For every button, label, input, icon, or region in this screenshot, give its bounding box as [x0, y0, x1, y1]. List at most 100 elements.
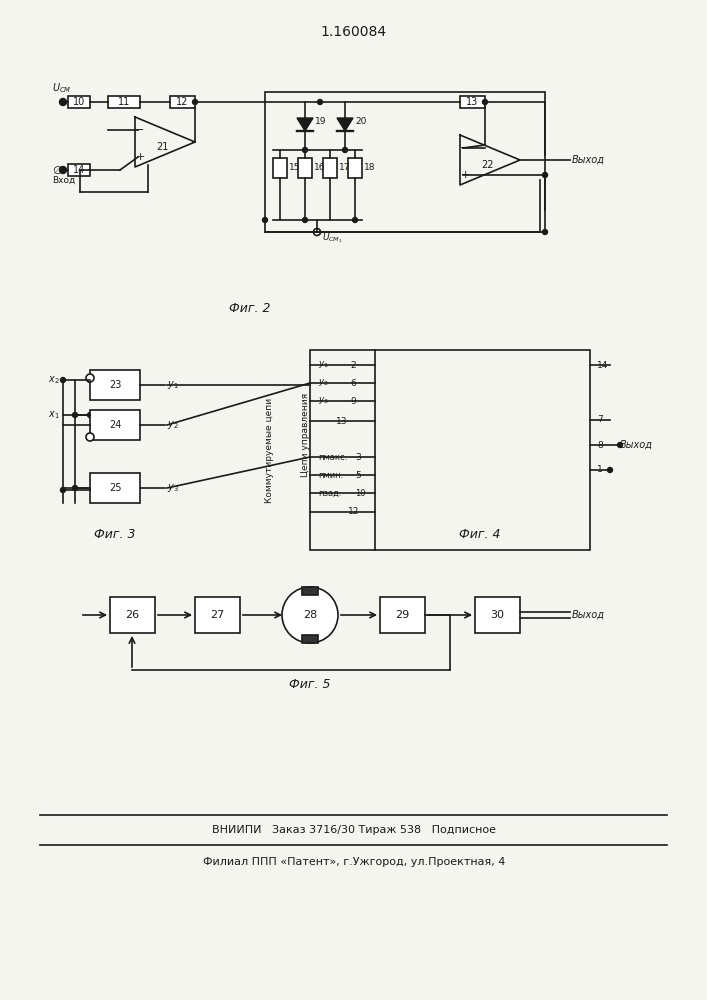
Text: 6: 6: [350, 378, 356, 387]
Bar: [310, 350, 590, 550]
Text: Фиг. 4: Фиг. 4: [460, 528, 501, 542]
Circle shape: [353, 218, 358, 223]
Circle shape: [86, 433, 94, 441]
Bar: [68, 164, 90, 176]
Text: 12: 12: [176, 97, 188, 107]
Circle shape: [86, 374, 94, 382]
Bar: [273, 158, 287, 178]
Circle shape: [59, 166, 66, 174]
Text: 8: 8: [597, 440, 603, 450]
Circle shape: [303, 147, 308, 152]
Text: 15: 15: [289, 163, 300, 172]
Text: 13: 13: [466, 97, 478, 107]
Text: 18: 18: [364, 163, 375, 172]
Text: 9: 9: [350, 396, 356, 406]
Text: 10: 10: [73, 97, 85, 107]
Text: −: −: [460, 143, 469, 153]
Bar: [302, 587, 318, 595]
Text: 14: 14: [73, 165, 85, 175]
Circle shape: [313, 229, 320, 235]
Text: 1.160084: 1.160084: [320, 25, 386, 39]
Bar: [90, 410, 140, 440]
Text: $x_2$: $x_2$: [48, 374, 59, 386]
Circle shape: [342, 147, 348, 152]
Bar: [170, 96, 195, 108]
Text: 10: 10: [355, 488, 366, 497]
Text: 11: 11: [118, 97, 130, 107]
Text: 16: 16: [314, 163, 325, 172]
Text: Фиг. 5: Фиг. 5: [289, 678, 331, 692]
Text: $y_3$: $y_3$: [318, 395, 329, 406]
Text: −: −: [135, 125, 145, 135]
Circle shape: [542, 230, 547, 234]
Circle shape: [61, 488, 66, 492]
Circle shape: [317, 100, 322, 104]
Bar: [195, 597, 240, 633]
Bar: [68, 96, 90, 108]
Text: $U_{CM_1}$: $U_{CM_1}$: [322, 231, 343, 245]
Text: $U_{CM}$: $U_{CM}$: [52, 81, 71, 95]
Text: 13: 13: [336, 416, 348, 426]
Bar: [110, 597, 155, 633]
Circle shape: [617, 442, 622, 448]
Circle shape: [73, 486, 78, 490]
Circle shape: [88, 412, 93, 418]
Circle shape: [542, 172, 547, 178]
Text: пмин.: пмин.: [318, 471, 344, 480]
Text: 19: 19: [315, 116, 327, 125]
Circle shape: [192, 100, 197, 104]
Text: 27: 27: [210, 610, 224, 620]
Text: 2: 2: [350, 360, 356, 369]
Bar: [302, 635, 318, 643]
Text: 17: 17: [339, 163, 351, 172]
Text: 24: 24: [109, 420, 121, 430]
Text: 21: 21: [156, 142, 168, 152]
Text: 7: 7: [597, 416, 603, 424]
Bar: [323, 158, 337, 178]
Bar: [108, 96, 140, 108]
Circle shape: [88, 377, 93, 382]
Text: $y_3$: $y_3$: [167, 482, 179, 494]
Bar: [265, 92, 545, 232]
Circle shape: [262, 218, 267, 223]
Circle shape: [607, 468, 612, 473]
Text: +: +: [135, 152, 145, 162]
Circle shape: [282, 587, 338, 643]
Circle shape: [59, 99, 66, 105]
Circle shape: [73, 412, 78, 418]
Text: Вход: Вход: [52, 176, 75, 184]
Bar: [90, 370, 140, 400]
Text: Филиал ППП «Патент», г.Ужгород, ул.Проектная, 4: Филиал ППП «Патент», г.Ужгород, ул.Проек…: [203, 857, 506, 867]
Text: Выход: Выход: [620, 440, 653, 450]
Text: 20: 20: [355, 116, 366, 125]
Text: 3: 3: [355, 452, 361, 462]
Text: Коммутируемые цепи: Коммутируемые цепи: [266, 397, 274, 503]
Text: $y_2$: $y_2$: [167, 419, 179, 431]
Bar: [380, 597, 425, 633]
Text: пзад.: пзад.: [318, 488, 341, 497]
Text: +: +: [460, 170, 469, 180]
Bar: [298, 158, 312, 178]
Text: пмакс.: пмакс.: [318, 452, 347, 462]
Text: $\varnothing$: $\varnothing$: [52, 164, 63, 176]
Text: Выход: Выход: [572, 610, 605, 620]
Text: 26: 26: [125, 610, 139, 620]
Text: $y_1$: $y_1$: [167, 379, 179, 391]
Bar: [348, 158, 362, 178]
Text: Выход: Выход: [572, 155, 605, 165]
Text: 22: 22: [481, 160, 494, 170]
Text: Фиг. 2: Фиг. 2: [229, 302, 271, 314]
Circle shape: [61, 377, 66, 382]
Text: 28: 28: [303, 610, 317, 620]
Text: $y_2$: $y_2$: [318, 377, 329, 388]
Bar: [475, 597, 520, 633]
Polygon shape: [297, 118, 313, 131]
Circle shape: [303, 218, 308, 223]
Bar: [90, 473, 140, 503]
Text: 5: 5: [355, 471, 361, 480]
Circle shape: [482, 100, 488, 104]
Text: Цепи управления: Цепи управления: [300, 393, 310, 477]
Text: Фиг. 3: Фиг. 3: [94, 528, 136, 542]
Bar: [460, 96, 485, 108]
Polygon shape: [337, 118, 353, 131]
